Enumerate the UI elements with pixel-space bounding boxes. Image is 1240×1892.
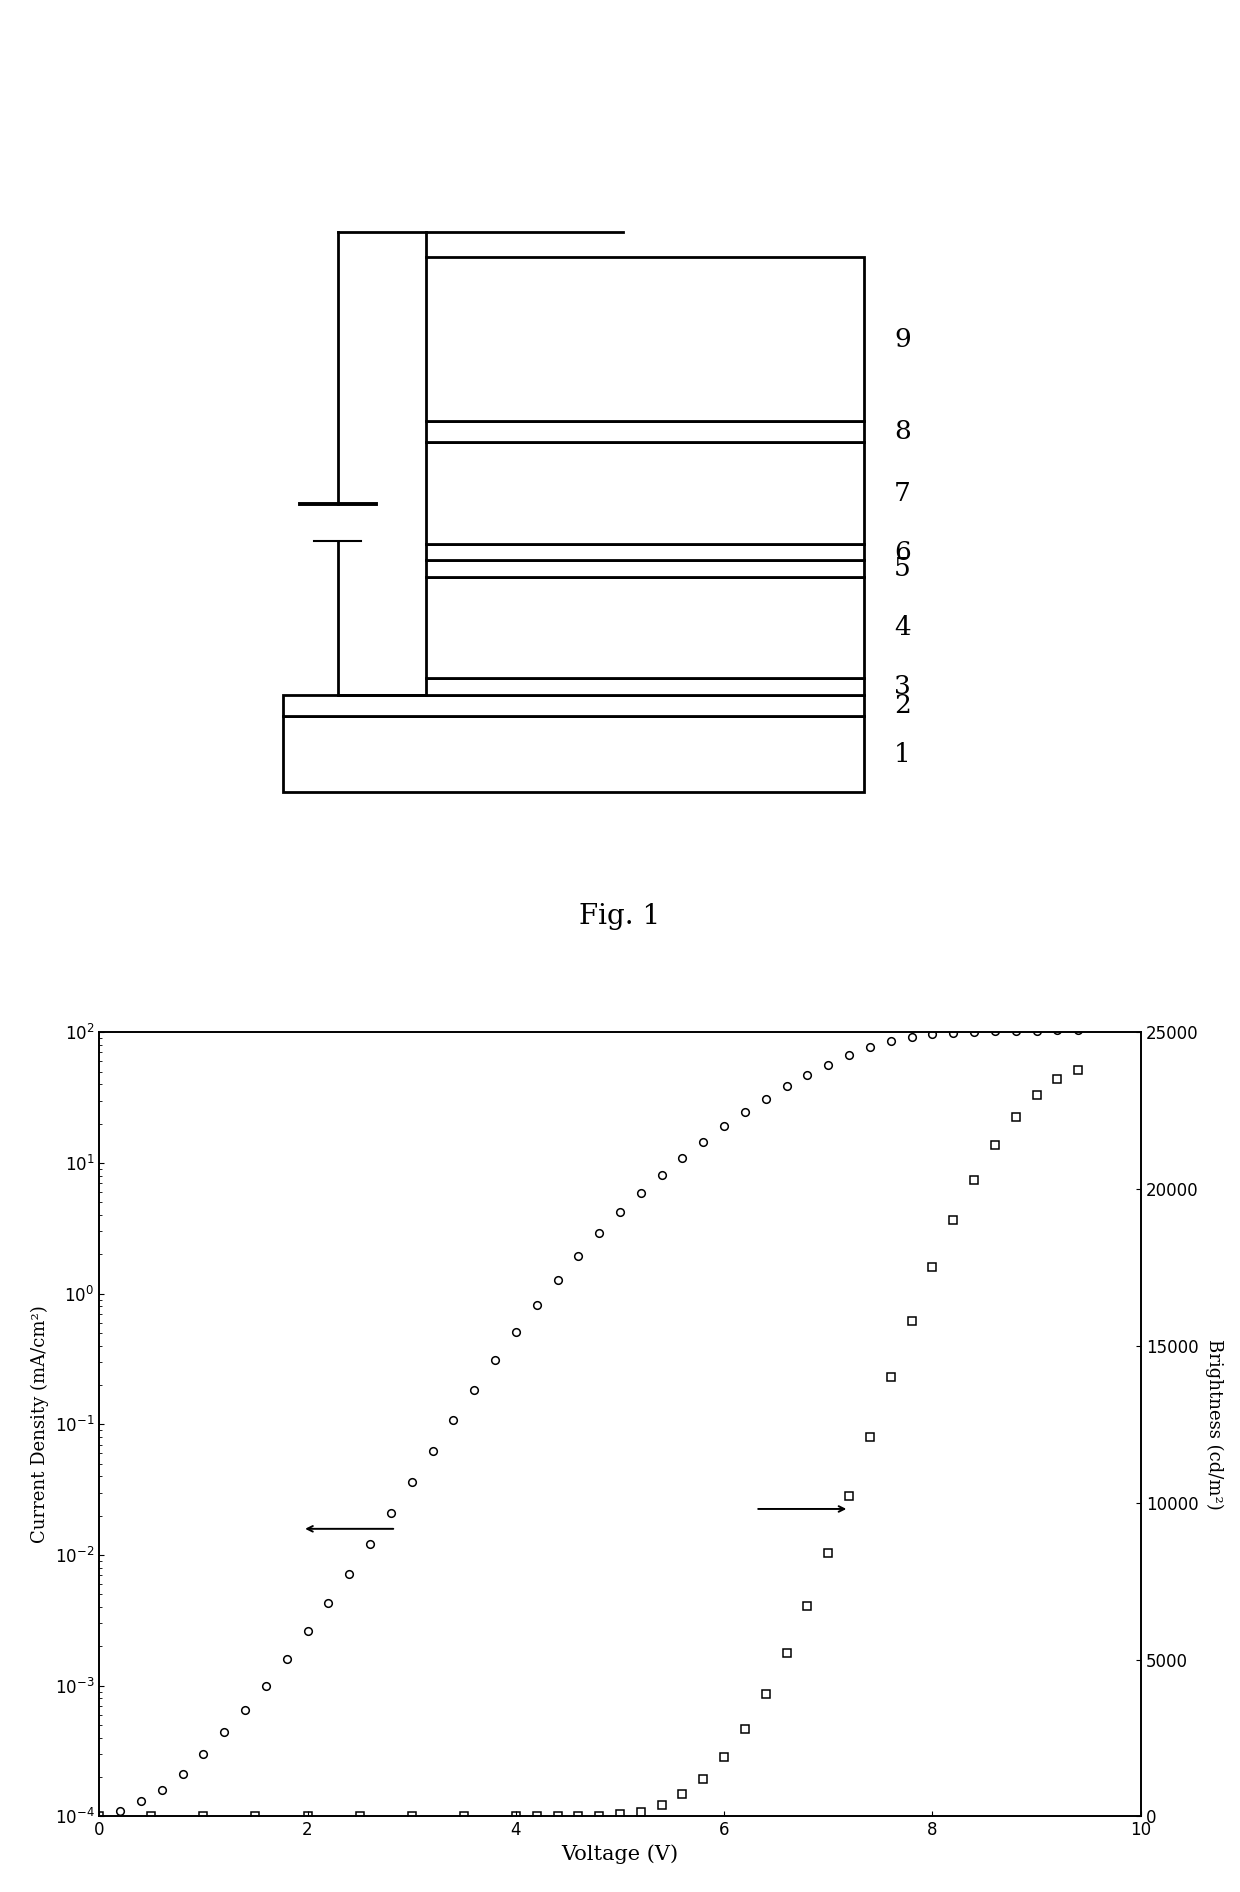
- Bar: [427, 577, 864, 679]
- Bar: [427, 422, 864, 443]
- Text: 9: 9: [894, 327, 910, 352]
- Bar: [427, 257, 864, 422]
- Bar: [427, 443, 864, 543]
- Text: 7: 7: [894, 481, 911, 505]
- Y-axis label: Current Density (mA/cm²): Current Density (mA/cm²): [31, 1305, 50, 1544]
- Bar: [283, 717, 864, 793]
- Text: 2: 2: [894, 692, 911, 719]
- Text: 3: 3: [894, 674, 911, 700]
- Bar: [427, 679, 864, 696]
- Text: 6: 6: [894, 539, 910, 564]
- Text: 8: 8: [894, 420, 910, 445]
- Text: 5: 5: [894, 556, 910, 581]
- Text: 1: 1: [894, 742, 910, 766]
- Y-axis label: Brightness (cd/m²): Brightness (cd/m²): [1205, 1340, 1224, 1510]
- X-axis label: Voltage (V): Voltage (V): [562, 1845, 678, 1864]
- Text: Fig. 1: Fig. 1: [579, 902, 661, 929]
- Text: 4: 4: [894, 615, 910, 639]
- Bar: [427, 543, 864, 560]
- Bar: [427, 560, 864, 577]
- Bar: [283, 696, 864, 717]
